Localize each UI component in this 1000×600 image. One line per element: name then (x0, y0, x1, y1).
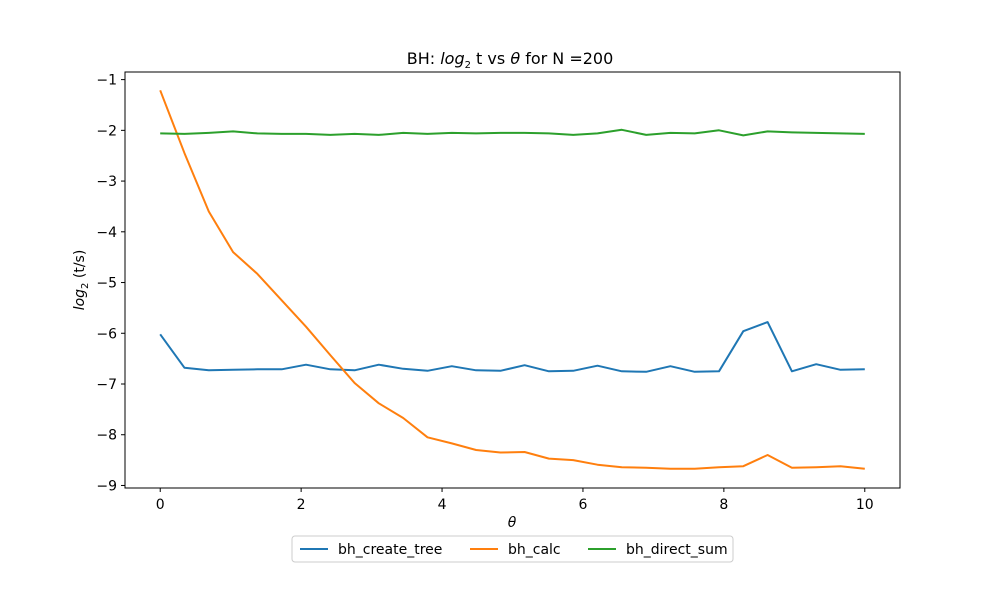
legend: bh_create_tree bh_calc bh_direct_sum (291, 535, 734, 563)
series-lines (159, 89, 865, 470)
x-axis-label: θ (508, 515, 517, 531)
title-theta: θ (510, 49, 520, 68)
y-tick-label: −2 (96, 123, 117, 139)
plot-area (124, 71, 901, 489)
y-tick-label: −5 (96, 276, 117, 292)
y-axis-label: log2 (t/s) (72, 250, 91, 311)
legend-box (291, 535, 734, 563)
title-log: log (440, 49, 464, 68)
y-tick-label: −6 (96, 326, 117, 342)
series-line-bh-create-tree (159, 321, 865, 373)
x-tick-label: 8 (719, 497, 728, 513)
title-middle: t vs (471, 49, 510, 68)
title-prefix: BH: (407, 49, 440, 68)
title-log-subscript: 2 (465, 60, 471, 71)
legend-label-bh-direct-sum: bh_direct_sum (626, 542, 728, 558)
legend-label-bh-create-tree: bh_create_tree (338, 542, 442, 558)
x-tick-label: 10 (856, 497, 874, 513)
y-tick-label: −3 (96, 174, 117, 190)
y-tick-label: −4 (96, 225, 117, 241)
chart-title: BH: log2 t vs θ for N =200 (407, 49, 614, 71)
y-tick-label: −9 (96, 478, 117, 494)
title-suffix: for N =200 (520, 49, 613, 68)
x-tick-label: 6 (578, 497, 587, 513)
y-tick-label: −8 (96, 428, 117, 444)
x-tick-label: 2 (297, 497, 306, 513)
series-line-bh-direct-sum (160, 128, 865, 137)
ylabel-log-subscript: 2 (80, 283, 91, 289)
series-line-bh-calc (159, 89, 865, 470)
y-axis-ticks: −1 −2 −3 −4 −5 −6 −7 −8 −9 (96, 73, 125, 494)
x-tick-label: 0 (156, 497, 165, 513)
ylabel-log: log (72, 289, 88, 310)
ylabel-rest: (t/s) (72, 250, 88, 283)
x-axis-ticks: 0 2 4 6 8 10 (156, 488, 874, 513)
y-tick-label: −7 (96, 377, 117, 393)
legend-label-bh-calc: bh_calc (508, 542, 561, 558)
y-tick-label: −1 (96, 73, 117, 89)
x-tick-label: 4 (438, 497, 447, 513)
